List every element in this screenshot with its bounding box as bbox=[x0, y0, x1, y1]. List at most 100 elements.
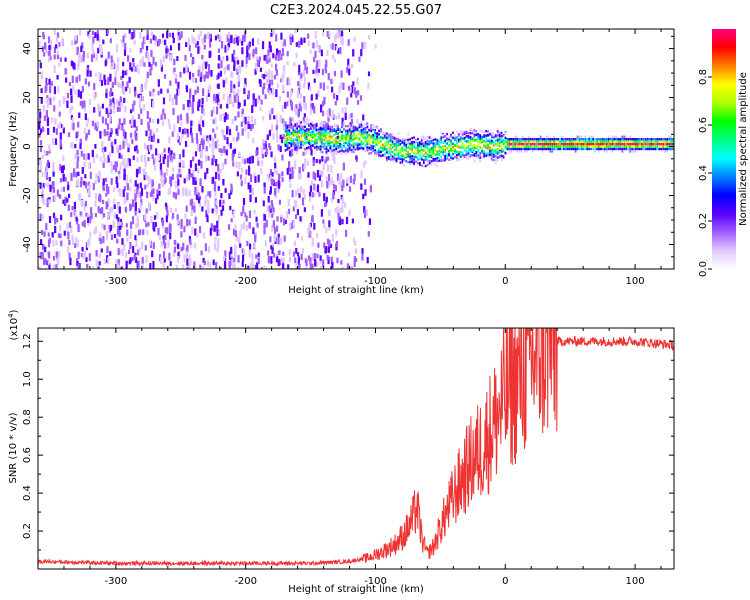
heatmap-noise-cell bbox=[179, 114, 183, 121]
heatmap-signal-cell bbox=[531, 140, 534, 143]
heatmap-noise-cell bbox=[326, 254, 329, 261]
heatmap-noise-cell bbox=[161, 219, 165, 226]
heatmap-signal-cell bbox=[471, 139, 474, 142]
heatmap-y-tick-label: 40 bbox=[22, 42, 33, 55]
heatmap-noise-cell bbox=[229, 205, 232, 211]
heatmap-signal-cell bbox=[512, 142, 515, 146]
heatmap-noise-cell bbox=[56, 217, 59, 223]
heatmap-signal-cell bbox=[629, 150, 632, 153]
heatmap-noise-cell bbox=[232, 137, 235, 142]
heatmap-signal-cell bbox=[664, 142, 667, 146]
heatmap-noise-cell bbox=[162, 55, 165, 63]
heatmap-signal-cell bbox=[290, 118, 293, 122]
heatmap-noise-cell bbox=[336, 257, 339, 264]
heatmap-signal-cell bbox=[376, 135, 378, 139]
heatmap-noise-cell bbox=[87, 81, 91, 87]
heatmap-signal-cell bbox=[360, 133, 363, 136]
heatmap-noise-cell bbox=[335, 115, 338, 120]
heatmap-signal-cell bbox=[337, 150, 339, 154]
heatmap-signal-cell bbox=[467, 158, 470, 161]
heatmap-signal-cell bbox=[600, 142, 602, 146]
heatmap-signal-cell bbox=[623, 138, 626, 141]
heatmap-noise-cell bbox=[53, 195, 57, 202]
heatmap-noise-cell bbox=[89, 231, 92, 238]
heatmap-signal-cell bbox=[473, 144, 476, 147]
heatmap-noise-cell bbox=[247, 43, 250, 51]
heatmap-signal-cell bbox=[317, 147, 320, 151]
heatmap-signal-cell bbox=[531, 150, 534, 153]
heatmap-noise-cell bbox=[242, 115, 245, 123]
heatmap-noise-cell bbox=[352, 237, 356, 243]
heatmap-signal-cell bbox=[286, 129, 289, 132]
heatmap-signal-cell bbox=[368, 146, 371, 149]
heatmap-noise-cell bbox=[191, 204, 194, 211]
heatmap-signal-cell bbox=[307, 146, 310, 149]
heatmap-noise-cell bbox=[166, 88, 169, 94]
heatmap-signal-cell bbox=[426, 146, 429, 149]
heatmap-signal-cell bbox=[574, 140, 577, 143]
heatmap-noise-cell bbox=[102, 236, 105, 244]
heatmap-noise-cell bbox=[150, 144, 153, 150]
heatmap-noise-cell bbox=[264, 240, 267, 247]
heatmap-noise-cell bbox=[171, 32, 175, 39]
heatmap-noise-cell bbox=[115, 161, 119, 168]
heatmap-noise-cell bbox=[367, 82, 370, 89]
heatmap-noise-cell bbox=[264, 143, 267, 149]
heatmap-signal-cell bbox=[646, 145, 649, 148]
heatmap-signal-cell bbox=[539, 140, 542, 143]
heatmap-signal-cell bbox=[300, 143, 302, 146]
heatmap-signal-cell bbox=[467, 136, 470, 140]
heatmap-signal-cell bbox=[592, 147, 595, 151]
heatmap-noise-cell bbox=[88, 237, 91, 246]
heatmap-noise-cell bbox=[147, 206, 151, 211]
heatmap-signal-cell bbox=[315, 141, 318, 144]
heatmap-signal-cell bbox=[374, 149, 376, 152]
heatmap-noise-cell bbox=[284, 219, 287, 225]
heatmap-noise-cell bbox=[166, 210, 169, 217]
heatmap-signal-cell bbox=[409, 160, 412, 164]
heatmap-noise-cell bbox=[192, 156, 195, 162]
heatmap-noise-cell bbox=[348, 68, 351, 76]
heatmap-noise-cell bbox=[56, 50, 59, 58]
heatmap-signal-cell bbox=[395, 153, 398, 156]
heatmap-noise-cell bbox=[75, 237, 78, 243]
heatmap-noise-cell bbox=[291, 116, 295, 122]
heatmap-noise-cell bbox=[152, 242, 155, 250]
heatmap-signal-cell bbox=[600, 138, 602, 141]
heatmap-noise-cell bbox=[105, 107, 108, 115]
heatmap-noise-cell bbox=[137, 220, 140, 228]
heatmap-signal-cell bbox=[570, 138, 573, 141]
heatmap-noise-cell bbox=[298, 193, 301, 198]
heatmap-signal-cell bbox=[284, 121, 287, 124]
heatmap-signal-cell bbox=[348, 140, 351, 144]
heatmap-signal-cell bbox=[391, 136, 394, 140]
heatmap-signal-cell bbox=[473, 154, 476, 157]
heatmap-signal-cell bbox=[307, 130, 310, 134]
heatmap-signal-cell bbox=[420, 142, 423, 146]
heatmap-signal-cell bbox=[434, 163, 437, 166]
heatmap-noise-cell bbox=[77, 263, 80, 269]
heatmap-noise-cell bbox=[275, 89, 278, 98]
heatmap-noise-cell bbox=[362, 114, 365, 121]
heatmap-signal-cell bbox=[362, 147, 365, 150]
heatmap-x-tick-label: -200 bbox=[234, 276, 257, 287]
heatmap-signal-cell bbox=[487, 139, 489, 143]
heatmap-noise-cell bbox=[338, 177, 341, 186]
heatmap-signal-cell bbox=[372, 138, 375, 141]
heatmap-noise-cell bbox=[227, 64, 230, 71]
heatmap-noise-cell bbox=[105, 92, 108, 99]
heatmap-signal-cell bbox=[319, 123, 322, 127]
heatmap-noise-cell bbox=[48, 144, 51, 152]
heatmap-signal-cell bbox=[510, 150, 513, 153]
heatmap-noise-cell bbox=[47, 259, 50, 265]
heatmap-noise-cell bbox=[298, 40, 301, 48]
heatmap-noise-cell bbox=[79, 54, 82, 63]
heatmap-noise-cell bbox=[191, 101, 194, 110]
heatmap-signal-cell bbox=[422, 154, 425, 157]
heatmap-noise-cell bbox=[267, 255, 270, 264]
heatmap-signal-cell bbox=[397, 137, 400, 141]
heatmap-signal-cell bbox=[658, 140, 661, 143]
heatmap-signal-cell bbox=[516, 145, 519, 148]
heatmap-signal-cell bbox=[286, 124, 289, 128]
heatmap-noise-cell bbox=[58, 62, 61, 67]
